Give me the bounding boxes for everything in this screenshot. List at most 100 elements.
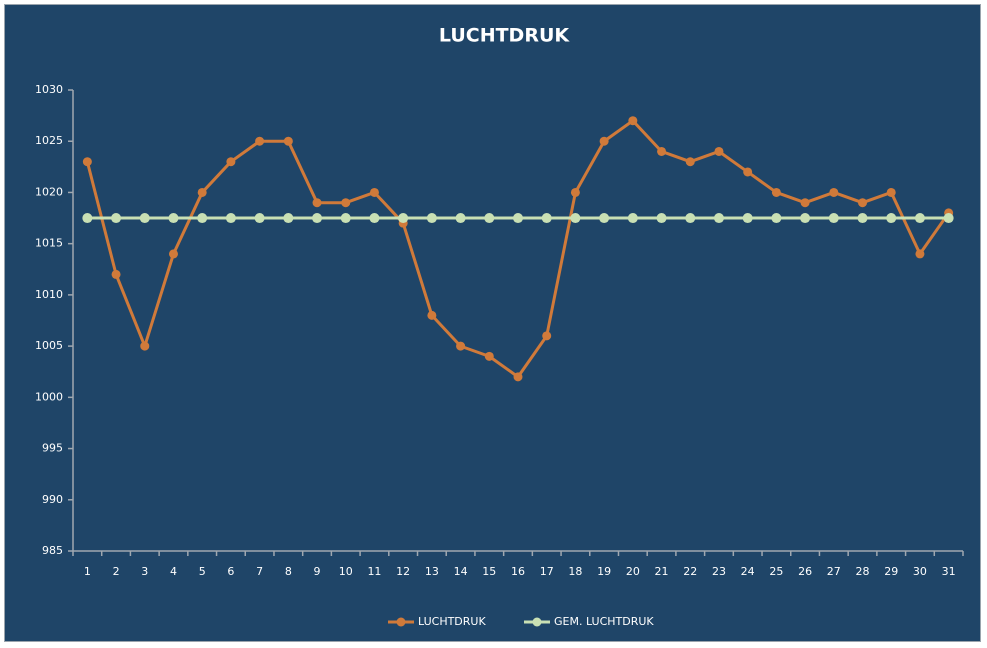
data-point bbox=[484, 213, 495, 224]
y-tick-label: 1025 bbox=[35, 134, 63, 147]
y-tick-label: 995 bbox=[42, 442, 63, 455]
data-point bbox=[226, 157, 236, 167]
data-point bbox=[168, 249, 178, 259]
data-point bbox=[111, 269, 121, 279]
data-point bbox=[283, 213, 294, 224]
data-point bbox=[340, 213, 351, 224]
data-point bbox=[225, 213, 236, 224]
data-point bbox=[800, 198, 810, 208]
data-point bbox=[742, 213, 753, 224]
y-tick-label: 990 bbox=[42, 493, 63, 506]
data-point bbox=[197, 187, 207, 197]
x-tick-label: 31 bbox=[942, 565, 956, 578]
data-point bbox=[369, 213, 380, 224]
data-point bbox=[484, 351, 494, 361]
x-tick-label: 9 bbox=[314, 565, 321, 578]
data-point bbox=[800, 213, 811, 224]
x-tick-label: 7 bbox=[256, 565, 263, 578]
x-tick-label: 24 bbox=[741, 565, 755, 578]
data-point bbox=[82, 157, 92, 167]
data-point bbox=[254, 213, 265, 224]
x-tick-label: 8 bbox=[285, 565, 292, 578]
data-point bbox=[426, 213, 437, 224]
x-tick-label: 20 bbox=[626, 565, 640, 578]
data-point bbox=[341, 198, 351, 208]
data-point bbox=[455, 213, 466, 224]
chart-title: LUCHTDRUK bbox=[439, 25, 570, 47]
x-tick-label: 27 bbox=[827, 565, 841, 578]
data-point bbox=[513, 213, 523, 224]
x-tick-label: 4 bbox=[170, 565, 177, 578]
y-tick-label: 1030 bbox=[35, 83, 63, 96]
data-point bbox=[714, 146, 724, 156]
data-point bbox=[771, 213, 782, 224]
x-tick-label: 1 bbox=[84, 565, 91, 578]
chart-background bbox=[4, 4, 981, 642]
x-tick-label: 10 bbox=[339, 565, 353, 578]
x-tick-label: 5 bbox=[199, 565, 206, 578]
data-point bbox=[312, 198, 322, 208]
data-point bbox=[914, 213, 925, 224]
data-point bbox=[139, 213, 150, 224]
x-tick-label: 30 bbox=[913, 565, 927, 578]
x-tick-label: 13 bbox=[425, 565, 439, 578]
x-tick-label: 3 bbox=[141, 565, 148, 578]
data-point bbox=[599, 136, 609, 146]
data-point bbox=[656, 213, 667, 224]
y-tick-label: 1015 bbox=[35, 237, 63, 250]
x-tick-label: 11 bbox=[367, 565, 381, 578]
data-point bbox=[140, 341, 150, 351]
legend-marker bbox=[532, 617, 542, 627]
x-tick-label: 25 bbox=[769, 565, 783, 578]
data-point bbox=[886, 213, 897, 224]
y-tick-label: 1010 bbox=[35, 288, 63, 301]
x-tick-label: 21 bbox=[655, 565, 669, 578]
legend-label: GEM. LUCHTDRUK bbox=[554, 615, 654, 628]
legend-marker bbox=[396, 617, 406, 627]
legend-label: LUCHTDRUK bbox=[418, 615, 486, 628]
data-point bbox=[829, 187, 839, 197]
x-tick-label: 22 bbox=[683, 565, 697, 578]
data-point bbox=[570, 213, 581, 224]
x-tick-label: 19 bbox=[597, 565, 611, 578]
y-tick-label: 985 bbox=[42, 544, 63, 557]
data-point bbox=[599, 213, 610, 224]
y-tick-label: 1020 bbox=[35, 185, 63, 198]
data-point bbox=[168, 213, 179, 224]
data-point bbox=[369, 187, 379, 197]
data-point bbox=[685, 157, 695, 167]
x-tick-label: 6 bbox=[227, 565, 234, 578]
data-point bbox=[255, 136, 265, 146]
data-point bbox=[111, 213, 122, 224]
data-point bbox=[828, 213, 839, 224]
data-point bbox=[541, 213, 552, 224]
x-tick-label: 29 bbox=[884, 565, 898, 578]
x-tick-label: 26 bbox=[798, 565, 812, 578]
x-tick-label: 28 bbox=[856, 565, 870, 578]
data-point bbox=[513, 372, 523, 382]
data-point bbox=[628, 116, 638, 126]
x-tick-label: 14 bbox=[454, 565, 468, 578]
data-point bbox=[312, 213, 323, 224]
x-tick-label: 23 bbox=[712, 565, 726, 578]
data-point bbox=[398, 213, 409, 224]
data-point bbox=[627, 213, 638, 224]
data-point bbox=[283, 136, 293, 146]
data-point bbox=[542, 331, 552, 341]
data-point bbox=[915, 249, 925, 259]
data-point bbox=[456, 341, 466, 351]
data-point bbox=[570, 187, 580, 197]
data-point bbox=[943, 213, 954, 224]
x-tick-label: 18 bbox=[568, 565, 582, 578]
data-point bbox=[197, 213, 208, 224]
x-tick-label: 15 bbox=[482, 565, 496, 578]
x-tick-label: 17 bbox=[540, 565, 554, 578]
y-tick-label: 1005 bbox=[35, 339, 63, 352]
data-point bbox=[743, 167, 753, 177]
data-point bbox=[857, 213, 868, 224]
x-tick-label: 2 bbox=[113, 565, 120, 578]
data-point bbox=[713, 213, 724, 224]
data-point bbox=[82, 213, 93, 224]
data-point bbox=[858, 198, 868, 208]
